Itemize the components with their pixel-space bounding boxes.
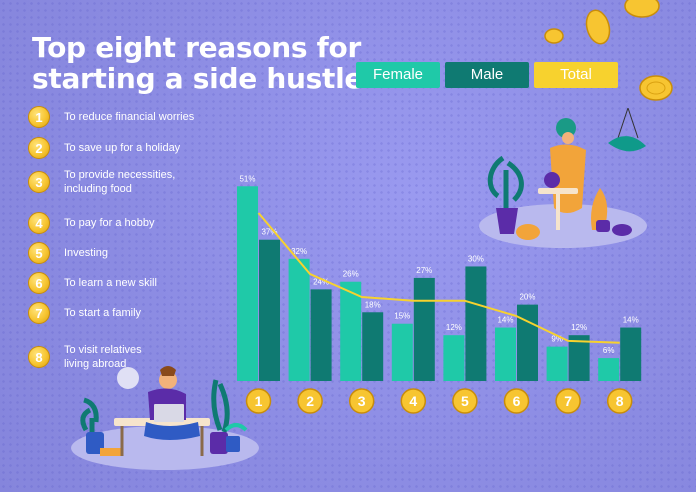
data-label-female-7: 9% [551, 335, 563, 344]
bar-male-7 [568, 335, 590, 381]
list-item: 5 Investing [28, 242, 228, 264]
coin-number-icon: 1 [28, 106, 50, 128]
title-line-1: Top eight reasons for [32, 31, 361, 64]
bar-male-1 [259, 239, 280, 381]
bar-female-8 [598, 358, 620, 381]
reason-label: To start a family [64, 307, 142, 319]
coin-number-icon: 4 [28, 212, 50, 234]
bar-female-6 [495, 327, 516, 381]
bar-male-5 [465, 266, 487, 381]
category-coin-icon [452, 388, 478, 414]
reason-label: To learn a new skill [64, 277, 157, 289]
coin-number-icon: 3 [28, 171, 50, 193]
coin-number-icon: 6 [28, 272, 50, 294]
bar-male-6 [517, 304, 538, 381]
data-label-female-8: 6% [603, 346, 615, 355]
bar-female-7 [546, 346, 568, 381]
bar-male-4 [413, 277, 435, 381]
category-label-6: 6 [513, 393, 521, 409]
data-label-female-3: 26% [343, 270, 359, 279]
category-coin-icon [297, 388, 323, 414]
coin-number-icon: 8 [28, 346, 50, 368]
chart-title: Top eight reasons for starting a side hu… [32, 32, 363, 94]
category-label-7: 7 [564, 393, 572, 409]
coin-number-icon: 2 [28, 137, 50, 159]
coins-illustration [544, 0, 673, 101]
list-item: 2 To save up for a holiday [28, 137, 228, 159]
reason-label: To reduce financial worries [64, 111, 195, 123]
data-label-male-1: 37% [261, 228, 277, 237]
bar-female-2 [288, 258, 310, 381]
list-item: 6 To learn a new skill [28, 272, 228, 294]
list-item: 3 To provide necessities, including food [28, 168, 228, 196]
reason-label: To visit relatives living abroad [64, 344, 142, 370]
legend: Female Male Total [356, 62, 618, 88]
bar-female-1 [237, 186, 258, 381]
data-label-male-5: 30% [468, 254, 484, 263]
legend-total: Total [534, 62, 618, 88]
bar-male-2 [310, 289, 332, 381]
category-label-8: 8 [616, 393, 624, 409]
list-item: 1 To reduce financial worries [28, 106, 228, 128]
data-label-female-6: 14% [497, 316, 513, 325]
bar-female-5 [443, 335, 465, 381]
category-coin-icon [245, 388, 272, 414]
legend-female: Female [356, 62, 440, 88]
bar-female-4 [391, 323, 413, 381]
data-label-female-2: 32% [291, 247, 307, 256]
list-item: 7 To start a family [28, 302, 228, 324]
category-label-2: 2 [306, 393, 314, 409]
coin-number-icon: 5 [28, 242, 50, 264]
reason-label: To save up for a holiday [64, 142, 181, 154]
reason-label: To pay for a hobby [64, 217, 155, 229]
data-label-male-4: 27% [416, 266, 432, 275]
woman-pottery-illustration [479, 108, 647, 248]
coin-number-icon: 7 [28, 302, 50, 324]
bar-male-8 [620, 327, 642, 381]
category-label-4: 4 [409, 393, 417, 409]
category-label-1: 1 [255, 393, 263, 409]
reason-label: To provide necessities, including food [64, 169, 176, 195]
data-label-male-3: 18% [365, 300, 381, 309]
reason-label: Investing [64, 247, 109, 259]
bar-female-3 [340, 281, 362, 381]
title-line-2: starting a side hustle [32, 62, 364, 95]
data-label-male-2: 24% [313, 277, 329, 286]
category-coin-icon [503, 388, 530, 414]
data-label-female-1: 51% [239, 174, 255, 183]
category-coin-icon [606, 388, 633, 414]
total-trend-line [257, 212, 620, 344]
category-coin-icon [400, 388, 427, 414]
data-label-male-7: 12% [571, 323, 587, 332]
category-label-3: 3 [358, 393, 366, 409]
list-item: 4 To pay for a hobby [28, 212, 228, 234]
data-label-male-6: 20% [519, 293, 535, 302]
data-label-female-5: 12% [446, 323, 462, 332]
list-item: 8 To visit relatives living abroad [28, 343, 228, 371]
data-label-female-4: 15% [394, 312, 410, 321]
category-coin-icon [555, 388, 581, 414]
bar-male-3 [362, 312, 384, 381]
data-label-male-8: 14% [623, 316, 639, 325]
legend-male: Male [445, 62, 529, 88]
category-label-5: 5 [461, 393, 469, 409]
category-coin-icon [348, 388, 375, 414]
man-laptop-illustration [71, 366, 259, 470]
